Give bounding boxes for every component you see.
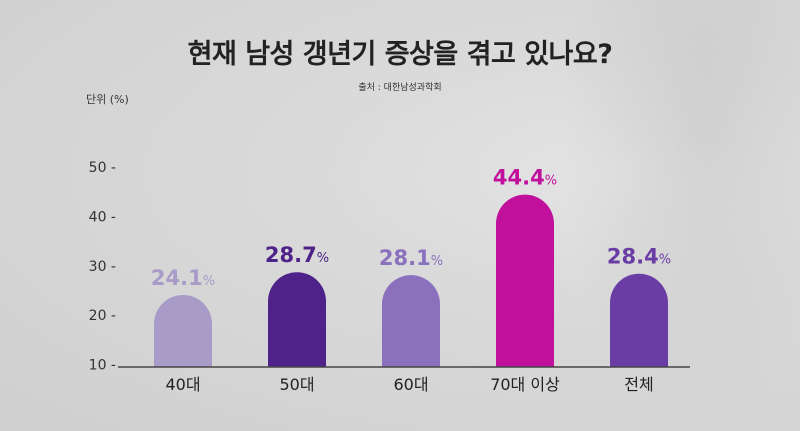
bar <box>610 273 668 367</box>
y-tick-label: 50 - <box>89 160 116 176</box>
bar <box>268 272 326 367</box>
y-tick-label: 10 - <box>89 358 116 374</box>
x-tick-label: 전체 <box>624 375 653 394</box>
x-tick-label: 70대 이상 <box>490 375 560 394</box>
bar <box>154 294 212 367</box>
y-tick-label: 40 - <box>89 209 116 225</box>
bar-value-label: 28.7% <box>265 243 329 267</box>
bar-value-label: 28.1% <box>379 246 443 270</box>
chart-source: 출처 : 대한남성과학회 <box>358 83 442 93</box>
y-tick-label: 30 - <box>89 259 116 275</box>
x-tick-label: 60대 <box>393 375 428 394</box>
y-axis-label: 단위 (%) <box>86 93 129 106</box>
bar <box>496 194 554 367</box>
bar <box>382 275 440 367</box>
x-tick-label: 50대 <box>279 375 314 394</box>
chart-title: 현재 남성 갱년기 증상을 겪고 있나요? <box>187 39 613 70</box>
bar-value-label: 44.4% <box>493 166 557 190</box>
x-tick-label: 40대 <box>165 375 200 394</box>
background-texture <box>560 0 800 431</box>
y-tick-label: 20 - <box>89 308 116 324</box>
bar-value-label: 28.4% <box>607 245 671 269</box>
bar-value-label: 24.1% <box>151 266 215 290</box>
